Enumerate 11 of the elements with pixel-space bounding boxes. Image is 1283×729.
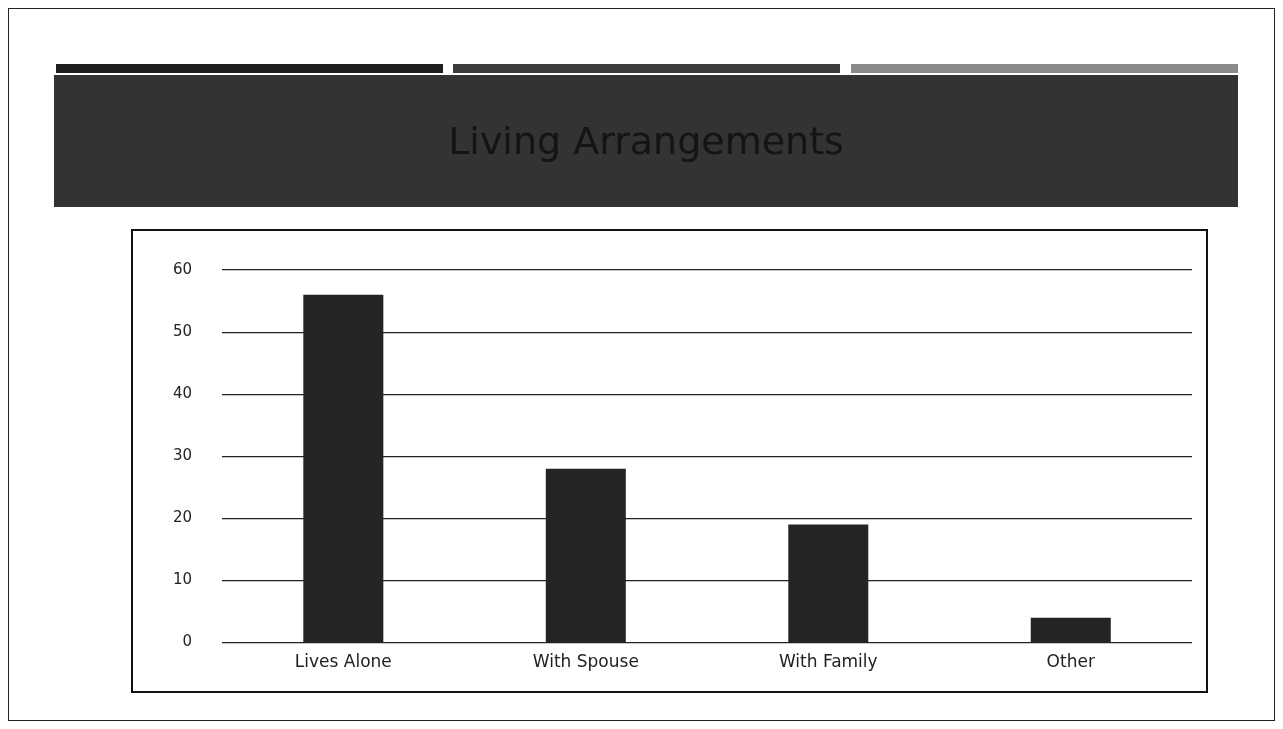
y-tick-label: 0 xyxy=(182,632,193,651)
y-tick-label: 10 xyxy=(172,570,193,589)
y-tick-label: 20 xyxy=(172,508,193,527)
y-tick-label: 50 xyxy=(172,321,193,340)
x-tick-label: With Family xyxy=(778,651,878,672)
x-tick-label: Other xyxy=(1046,651,1095,672)
y-tick-label: 60 xyxy=(172,259,193,278)
x-tick-label: Lives Alone xyxy=(294,651,392,672)
x-tick-label: With Spouse xyxy=(532,651,639,672)
y-tick-label: 30 xyxy=(172,446,193,465)
y-tick-label: 40 xyxy=(172,384,193,403)
